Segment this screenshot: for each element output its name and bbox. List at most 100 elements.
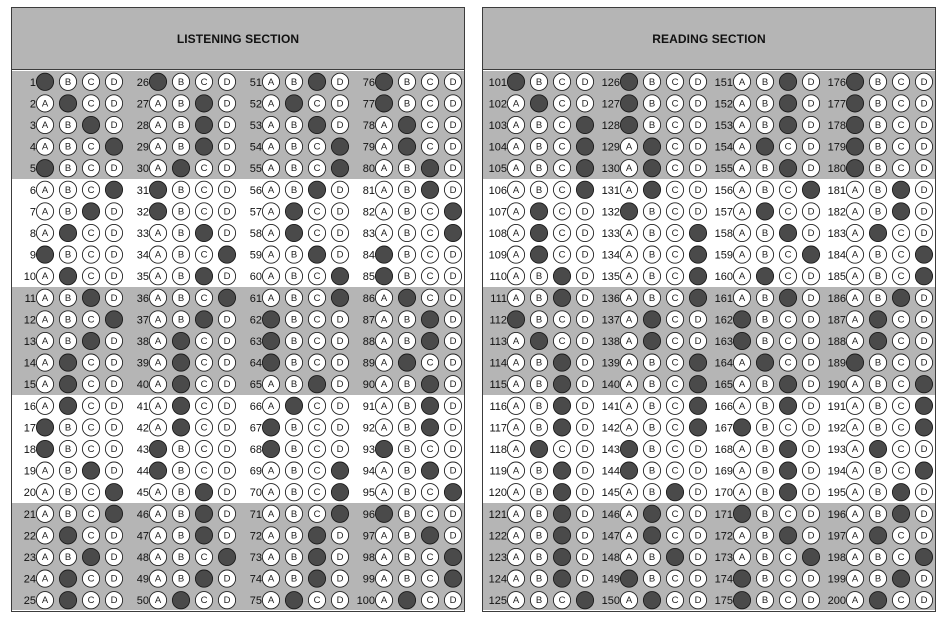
answer-bubble[interactable]: [801, 331, 821, 351]
answer-bubble[interactable]: [261, 396, 281, 415]
answer-bubble[interactable]: [104, 591, 124, 610]
answer-bubble-filled[interactable]: [914, 245, 934, 264]
answer-bubble[interactable]: [642, 569, 662, 588]
answer-bubble[interactable]: [575, 396, 595, 415]
answer-bubble[interactable]: [801, 353, 821, 372]
answer-bubble[interactable]: [171, 461, 191, 480]
answer-bubble-filled[interactable]: [397, 137, 417, 156]
answer-bubble[interactable]: [665, 223, 685, 243]
answer-bubble[interactable]: [217, 223, 237, 243]
answer-bubble[interactable]: [845, 396, 865, 415]
answer-bubble[interactable]: [148, 418, 168, 437]
answer-bubble[interactable]: [642, 288, 662, 307]
answer-bubble[interactable]: [778, 547, 798, 567]
answer-bubble-filled[interactable]: [642, 526, 662, 545]
answer-bubble[interactable]: [665, 353, 685, 372]
answer-bubble-filled[interactable]: [420, 159, 440, 178]
answer-bubble-filled[interactable]: [81, 331, 101, 351]
answer-bubble-filled[interactable]: [397, 115, 417, 135]
answer-bubble[interactable]: [914, 202, 934, 221]
answer-bubble-filled[interactable]: [552, 504, 572, 523]
answer-bubble[interactable]: [529, 461, 549, 480]
answer-bubble[interactable]: [732, 94, 752, 113]
answer-bubble[interactable]: [261, 461, 281, 480]
answer-bubble-filled[interactable]: [845, 159, 865, 178]
answer-bubble[interactable]: [307, 94, 327, 113]
answer-bubble[interactable]: [104, 461, 124, 480]
answer-bubble[interactable]: [148, 310, 168, 329]
answer-bubble[interactable]: [801, 310, 821, 329]
answer-bubble[interactable]: [732, 288, 752, 307]
answer-bubble-filled[interactable]: [529, 202, 549, 221]
answer-bubble-filled[interactable]: [845, 94, 865, 113]
answer-bubble[interactable]: [104, 159, 124, 178]
answer-bubble[interactable]: [529, 115, 549, 135]
answer-bubble[interactable]: [801, 396, 821, 415]
answer-bubble[interactable]: [845, 591, 865, 610]
answer-bubble-filled[interactable]: [374, 504, 394, 523]
answer-bubble[interactable]: [891, 591, 911, 610]
answer-bubble[interactable]: [732, 180, 752, 199]
answer-bubble[interactable]: [755, 396, 775, 415]
answer-bubble-filled[interactable]: [801, 547, 821, 567]
answer-bubble-filled[interactable]: [330, 267, 350, 286]
answer-bubble-filled[interactable]: [619, 461, 639, 480]
answer-bubble-filled[interactable]: [778, 72, 798, 91]
answer-bubble-filled[interactable]: [891, 483, 911, 502]
answer-bubble[interactable]: [755, 180, 775, 199]
answer-bubble[interactable]: [104, 202, 124, 221]
answer-bubble[interactable]: [688, 115, 708, 135]
answer-bubble[interactable]: [217, 115, 237, 135]
answer-bubble[interactable]: [307, 439, 327, 459]
answer-bubble[interactable]: [732, 159, 752, 178]
answer-bubble[interactable]: [194, 331, 214, 351]
answer-bubble[interactable]: [914, 310, 934, 329]
answer-bubble[interactable]: [374, 375, 394, 394]
answer-bubble[interactable]: [891, 245, 911, 264]
answer-bubble[interactable]: [148, 526, 168, 545]
answer-bubble-filled[interactable]: [374, 267, 394, 286]
answer-bubble[interactable]: [688, 483, 708, 502]
answer-bubble[interactable]: [194, 461, 214, 480]
answer-bubble-filled[interactable]: [529, 94, 549, 113]
answer-bubble[interactable]: [732, 137, 752, 156]
answer-bubble[interactable]: [261, 137, 281, 156]
answer-bubble[interactable]: [665, 267, 685, 286]
answer-bubble[interactable]: [891, 547, 911, 567]
answer-bubble[interactable]: [374, 353, 394, 372]
answer-bubble[interactable]: [529, 591, 549, 610]
answer-bubble[interactable]: [755, 94, 775, 113]
answer-bubble[interactable]: [284, 375, 304, 394]
answer-bubble[interactable]: [284, 504, 304, 523]
answer-bubble-filled[interactable]: [575, 159, 595, 178]
answer-bubble[interactable]: [420, 569, 440, 588]
answer-bubble[interactable]: [552, 245, 572, 264]
answer-bubble[interactable]: [732, 245, 752, 264]
answer-bubble[interactable]: [642, 202, 662, 221]
answer-bubble-filled[interactable]: [619, 439, 639, 459]
answer-bubble[interactable]: [778, 591, 798, 610]
answer-bubble[interactable]: [778, 310, 798, 329]
answer-bubble[interactable]: [397, 267, 417, 286]
answer-bubble[interactable]: [891, 159, 911, 178]
answer-bubble[interactable]: [171, 94, 191, 113]
answer-bubble[interactable]: [506, 547, 526, 567]
answer-bubble[interactable]: [58, 331, 78, 351]
answer-bubble[interactable]: [171, 137, 191, 156]
answer-bubble[interactable]: [284, 159, 304, 178]
answer-bubble[interactable]: [261, 504, 281, 523]
answer-bubble[interactable]: [914, 288, 934, 307]
answer-bubble[interactable]: [642, 439, 662, 459]
answer-bubble[interactable]: [552, 223, 572, 243]
answer-bubble-filled[interactable]: [552, 418, 572, 437]
answer-bubble[interactable]: [104, 331, 124, 351]
answer-bubble[interactable]: [81, 396, 101, 415]
answer-bubble[interactable]: [104, 526, 124, 545]
answer-bubble[interactable]: [575, 288, 595, 307]
answer-bubble[interactable]: [397, 461, 417, 480]
answer-bubble[interactable]: [171, 115, 191, 135]
answer-bubble-filled[interactable]: [420, 396, 440, 415]
answer-bubble[interactable]: [868, 180, 888, 199]
answer-bubble-filled[interactable]: [58, 267, 78, 286]
answer-bubble[interactable]: [81, 418, 101, 437]
